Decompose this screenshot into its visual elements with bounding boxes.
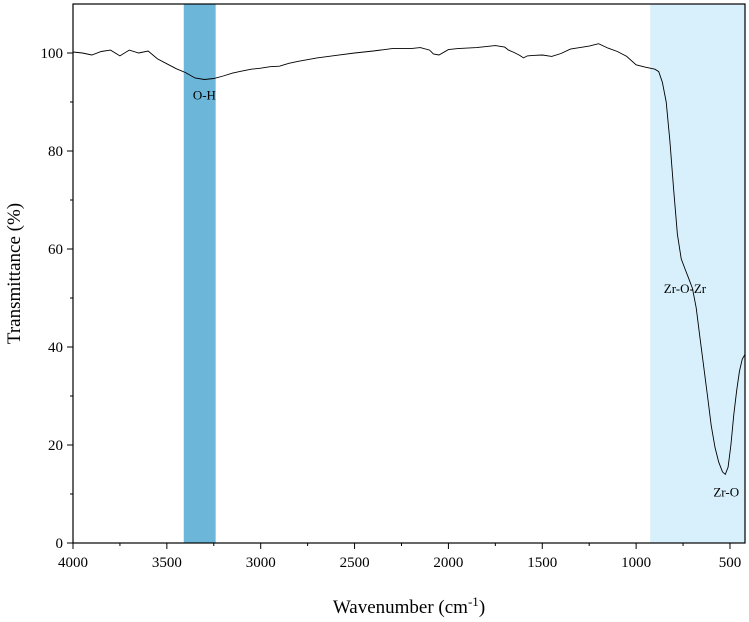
x-tick-label: 3500 bbox=[152, 555, 182, 571]
highlight-band-1 bbox=[183, 4, 216, 543]
x-tick-label: 2000 bbox=[433, 555, 463, 571]
y-tick-label: 40 bbox=[48, 340, 63, 356]
highlight-band-2 bbox=[650, 4, 745, 543]
x-tick-label: 1500 bbox=[527, 555, 557, 571]
annotation-label: O-H bbox=[193, 88, 216, 103]
x-tick-label: 500 bbox=[719, 555, 742, 571]
y-axis-title: Transmittance (%) bbox=[4, 203, 25, 344]
x-axis-title: Wavenumber (cm-1) bbox=[333, 594, 485, 618]
x-tick-label: 4000 bbox=[58, 555, 88, 571]
highlight-bands bbox=[183, 4, 745, 543]
x-axis-title-end: ) bbox=[479, 597, 485, 618]
annotation-label: Zr-O bbox=[713, 484, 739, 499]
x-axis-title-sup: -1 bbox=[468, 594, 479, 609]
y-axis: 0 20 40 60 80 100 bbox=[41, 46, 73, 552]
x-tick-label: 3000 bbox=[246, 555, 276, 571]
y-tick-label: 80 bbox=[48, 144, 63, 160]
y-tick-label: 20 bbox=[48, 438, 63, 454]
x-axis-title-main: Wavenumber (cm bbox=[333, 597, 468, 618]
series-line-1 bbox=[72, 43, 746, 476]
plot-frame bbox=[72, 3, 746, 544]
x-axis: 4000 3500 3000 2500 2000 1500 1000 500 bbox=[58, 543, 741, 571]
annotation-label: Zr-O-Zr bbox=[664, 281, 707, 296]
x-tick-label: 1000 bbox=[621, 555, 651, 571]
series-line-group bbox=[72, 43, 746, 476]
y-tick-label: 100 bbox=[41, 46, 64, 62]
y-tick-label: 0 bbox=[56, 536, 64, 552]
y-tick-label: 60 bbox=[48, 242, 63, 258]
annotations: O-H Zr-O-Zr Zr-O bbox=[193, 88, 739, 500]
x-tick-label: 2500 bbox=[340, 555, 370, 571]
